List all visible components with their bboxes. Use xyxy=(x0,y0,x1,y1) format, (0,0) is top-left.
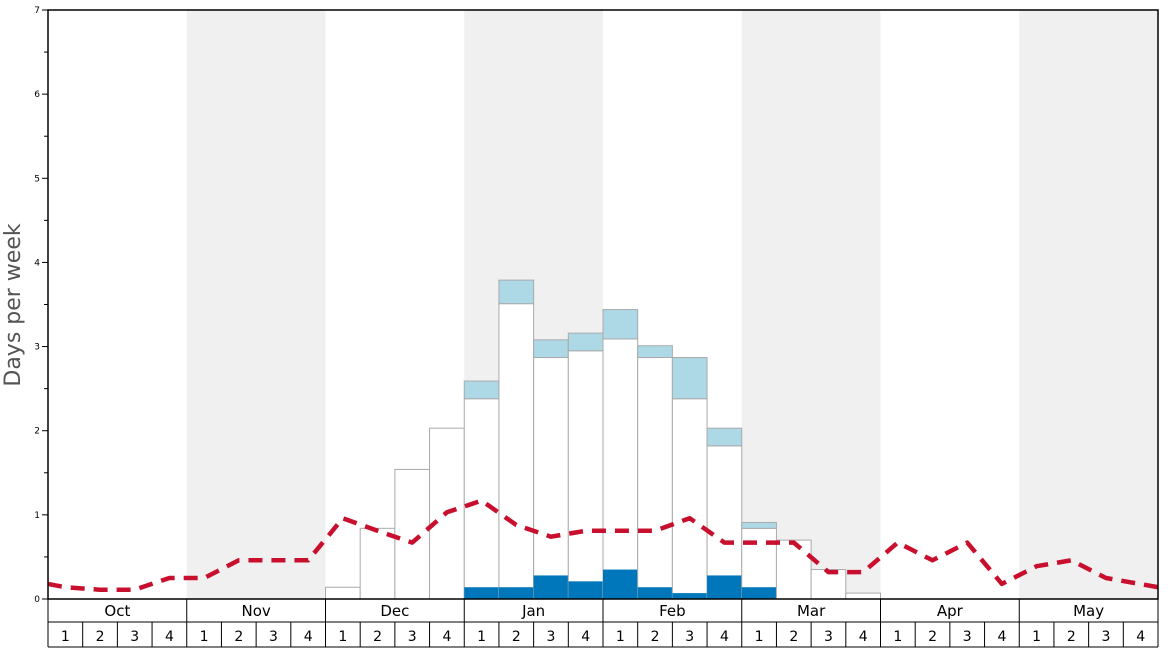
week-label: 1 xyxy=(893,629,902,645)
y-tick-label: 3 xyxy=(34,343,40,353)
average-line xyxy=(47,498,1159,592)
week-label: 4 xyxy=(581,629,590,645)
y-tick-label: 4 xyxy=(34,258,40,268)
bar-white xyxy=(567,350,604,600)
bar-light-blue xyxy=(741,521,777,529)
week-label: 2 xyxy=(1067,629,1076,645)
bar-dark-blue xyxy=(498,587,534,599)
week-label: 1 xyxy=(616,629,625,645)
bar-white xyxy=(359,527,396,600)
x-axis: Oct 1 2 3 4 Nov 1 2 3 4 Dec 1 2 3 4 Jan 1 2 3 4 Feb 1 2 3 4 Mar 1 2… xyxy=(47,599,1159,648)
week-label: 1 xyxy=(477,629,486,645)
week-label: 2 xyxy=(512,629,521,645)
week-label: 4 xyxy=(442,629,451,645)
week-label: 1 xyxy=(1032,629,1041,645)
week-label: 4 xyxy=(859,629,868,645)
month-label: May xyxy=(1073,602,1104,620)
bar-light-blue xyxy=(533,339,569,359)
y-axis-title: Days per week xyxy=(1,223,26,386)
bar-light-blue xyxy=(671,357,708,400)
bar-white xyxy=(706,445,743,600)
week-label: 4 xyxy=(720,629,729,645)
bar-white xyxy=(463,398,500,600)
month-label: Mar xyxy=(797,602,826,620)
week-label: 3 xyxy=(408,629,417,645)
bar-light-blue xyxy=(637,345,673,359)
bar-white xyxy=(498,303,535,600)
month-shade-mar xyxy=(741,10,881,599)
y-tick-label: 2 xyxy=(34,427,40,437)
bar-dark-blue xyxy=(603,569,638,599)
month-shade-nov xyxy=(186,10,326,599)
bars xyxy=(325,279,881,600)
week-label: 2 xyxy=(789,629,798,645)
bar-white xyxy=(394,468,431,600)
week-label: 2 xyxy=(373,629,382,645)
week-label: 4 xyxy=(997,629,1006,645)
week-label: 2 xyxy=(928,629,937,645)
bar-white xyxy=(845,592,881,600)
week-label: 3 xyxy=(963,629,972,645)
bar-dark-blue xyxy=(464,587,499,599)
bar-light-blue xyxy=(602,309,639,340)
week-label: 1 xyxy=(338,629,347,645)
week-label: 4 xyxy=(165,629,174,645)
bar-white xyxy=(671,398,708,600)
month-shade-may xyxy=(1019,10,1158,599)
y-tick-label: 0 xyxy=(34,595,40,605)
y-tick-label: 5 xyxy=(34,174,40,184)
bar-light-blue xyxy=(567,332,604,352)
week-label: 3 xyxy=(130,629,139,645)
week-label: 4 xyxy=(304,629,313,645)
bar-white xyxy=(325,586,361,600)
y-tick-label: 6 xyxy=(34,90,40,100)
week-label: 2 xyxy=(651,629,660,645)
week-label: 2 xyxy=(96,629,105,645)
week-label: 1 xyxy=(61,629,70,645)
bar-light-blue xyxy=(463,380,500,400)
y-axis: 0 1 2 3 4 5 6 7 xyxy=(34,6,48,605)
week-label: 3 xyxy=(824,629,833,645)
month-label: Apr xyxy=(937,602,964,620)
week-label: 3 xyxy=(1102,629,1111,645)
y-tick-label: 1 xyxy=(34,511,40,521)
month-label: Jan xyxy=(521,602,545,620)
bar-white xyxy=(637,357,673,600)
month-label: Feb xyxy=(659,602,686,620)
week-label: 3 xyxy=(685,629,694,645)
y-tick-label: 7 xyxy=(34,6,40,16)
bar-white xyxy=(775,539,812,600)
month-label: Nov xyxy=(241,602,270,620)
month-label: Dec xyxy=(380,602,409,620)
bar-dark-blue xyxy=(741,587,777,599)
bar-dark-blue xyxy=(637,587,673,599)
week-label: 4 xyxy=(1136,629,1145,645)
bar-dark-blue xyxy=(707,575,742,599)
week-label: 1 xyxy=(200,629,209,645)
week-label: 3 xyxy=(547,629,556,645)
bar-white xyxy=(533,357,569,600)
week-label: 1 xyxy=(755,629,764,645)
bar-dark-blue xyxy=(672,593,708,599)
bar-white xyxy=(602,338,639,600)
week-label: 2 xyxy=(234,629,243,645)
week-label: 3 xyxy=(269,629,278,645)
bar-light-blue xyxy=(706,427,743,447)
average-line-path xyxy=(47,498,1159,592)
month-label: Oct xyxy=(104,602,130,620)
bar-dark-blue xyxy=(533,575,569,599)
bar-dark-blue xyxy=(568,581,603,599)
bar-light-blue xyxy=(498,279,535,305)
